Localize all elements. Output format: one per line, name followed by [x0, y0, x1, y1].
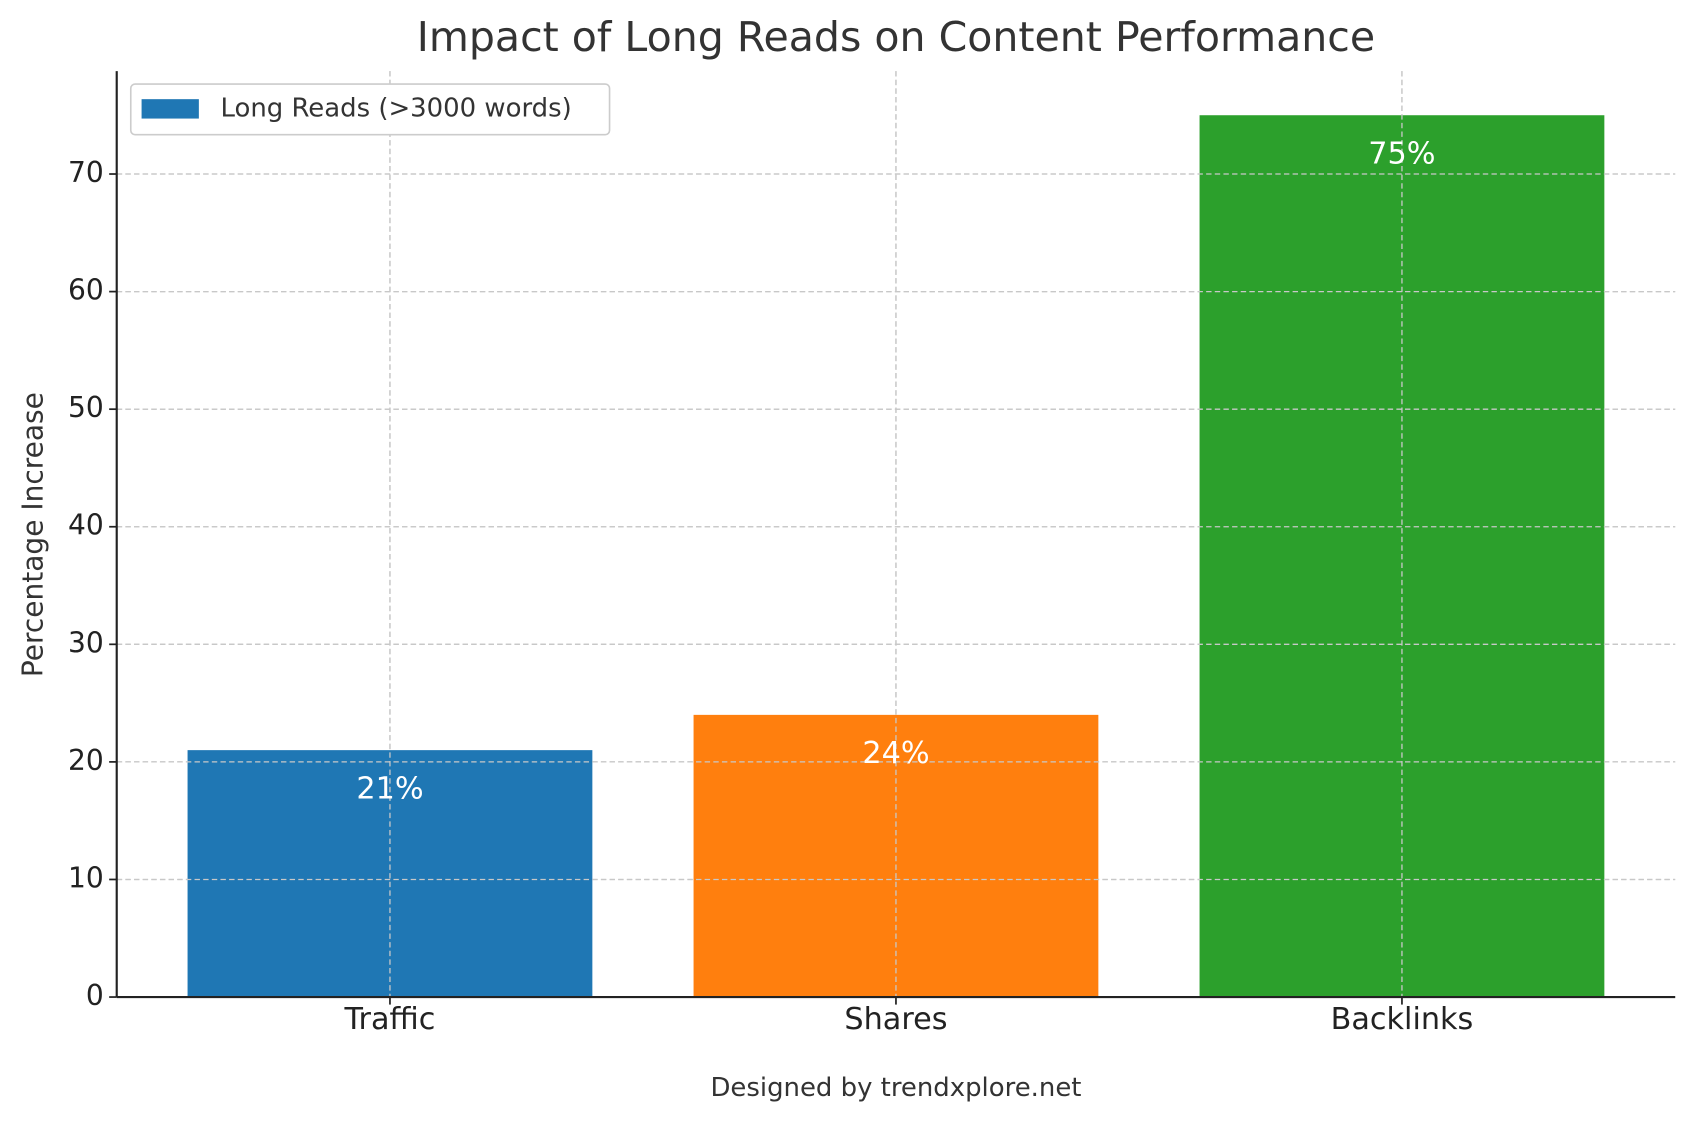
- value-label: 75%: [1368, 137, 1435, 172]
- y-tick-label: 30: [68, 626, 104, 659]
- chart-title: Impact of Long Reads on Content Performa…: [417, 13, 1375, 61]
- y-tick-label: 10: [68, 861, 104, 894]
- x-tick-label: Traffic: [344, 1002, 436, 1037]
- y-tick-label: 50: [68, 391, 104, 424]
- y-tick-label: 60: [68, 274, 104, 307]
- y-tick-label: 70: [68, 156, 104, 189]
- legend-label: Long Reads (>3000 words): [220, 93, 571, 123]
- y-axis-label: Percentage Increase: [17, 392, 50, 677]
- x-tick-label: Shares: [844, 1002, 947, 1037]
- footer: Designed by trendxplore.net: [710, 1073, 1081, 1103]
- legend-box: [129, 83, 611, 136]
- value-label: 24%: [862, 736, 929, 771]
- y-tick-label: 0: [86, 979, 104, 1012]
- y-tick-label: 40: [68, 509, 104, 542]
- y-tick-label: 20: [68, 744, 104, 777]
- x-tick-label: Backlinks: [1331, 1002, 1474, 1037]
- legend-swatch: [141, 99, 199, 119]
- value-label: 21%: [356, 772, 423, 807]
